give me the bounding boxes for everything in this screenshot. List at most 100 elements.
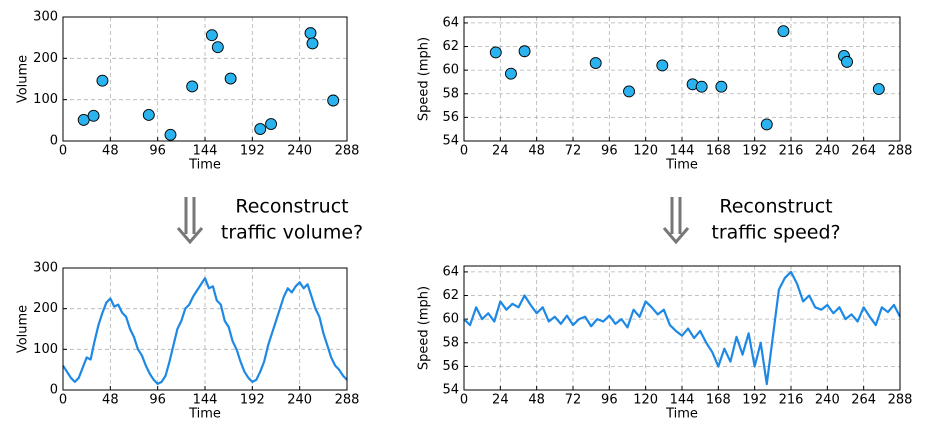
x-tick-label: 0 — [460, 144, 468, 159]
line — [463, 270, 901, 386]
x-tick-label: 48 — [102, 144, 119, 159]
x-tick-label: 288 — [335, 144, 360, 159]
point — [224, 72, 237, 85]
y-axis-label: Speed (mph) — [417, 37, 432, 121]
plot-frame — [463, 265, 901, 391]
point — [656, 59, 669, 72]
point — [265, 118, 278, 131]
x-tick-label: 216 — [779, 144, 804, 159]
point — [96, 74, 109, 87]
y-tick-label: 54 — [442, 383, 459, 398]
point — [254, 123, 267, 135]
x-tick-label: 120 — [633, 393, 658, 408]
x-tick-label: 0 — [59, 144, 67, 159]
y-axis-label: Volume — [16, 305, 31, 353]
point — [504, 67, 517, 80]
y-tick-label: 300 — [33, 10, 58, 25]
x-tick-label: 144 — [670, 393, 695, 408]
point — [77, 113, 90, 126]
x-axis-label: Time — [188, 158, 221, 173]
y-tick-label: 200 — [33, 51, 58, 66]
caption: Reconstruct — [719, 196, 832, 218]
x-axis-label: Time — [188, 407, 221, 422]
x-tick-label: 96 — [601, 393, 618, 408]
x-tick-label: 96 — [601, 144, 618, 159]
x-tick-label: 0 — [460, 393, 468, 408]
y-tick-label: 0 — [50, 383, 58, 398]
point — [186, 80, 199, 93]
x-tick-label: 192 — [240, 393, 265, 408]
y-tick-label: 54 — [442, 134, 459, 149]
y-tick-label: 64 — [442, 264, 459, 279]
y-tick-label: 100 — [33, 342, 58, 357]
plot-frame — [463, 16, 901, 142]
point — [327, 94, 340, 107]
caption: traffic speed? — [711, 222, 840, 244]
x-tick-label: 144 — [193, 144, 218, 159]
point — [211, 41, 224, 54]
point — [304, 27, 317, 40]
x-tick-label: 240 — [815, 144, 840, 159]
x-tick-label: 288 — [888, 393, 913, 408]
y-tick-label: 60 — [442, 63, 459, 78]
plot-frame — [62, 267, 348, 391]
point — [306, 37, 319, 50]
caption: Reconstruct — [235, 196, 348, 218]
x-tick-label: 288 — [335, 393, 360, 408]
point — [589, 57, 602, 70]
point — [164, 128, 177, 141]
point — [489, 46, 502, 59]
point — [695, 80, 708, 93]
plot-frame — [62, 16, 348, 142]
x-tick-label: 192 — [742, 144, 767, 159]
x-tick-label: 144 — [670, 144, 695, 159]
x-tick-label: 240 — [287, 144, 312, 159]
x-tick-label: 264 — [851, 144, 876, 159]
point — [872, 83, 885, 95]
point — [205, 29, 218, 42]
x-tick-label: 144 — [193, 393, 218, 408]
x-tick-label: 24 — [492, 144, 509, 159]
y-tick-label: 200 — [33, 301, 58, 316]
x-tick-label: 240 — [815, 393, 840, 408]
y-tick-label: 0 — [50, 134, 58, 149]
x-tick-label: 96 — [149, 393, 166, 408]
y-tick-label: 56 — [442, 110, 459, 125]
x-axis-label: Time — [665, 158, 698, 173]
y-axis-label: Speed (mph) — [417, 286, 432, 370]
y-tick-label: 62 — [442, 288, 459, 303]
x-tick-label: 168 — [706, 393, 731, 408]
x-tick-label: 48 — [102, 393, 119, 408]
x-tick-label: 24 — [492, 393, 509, 408]
y-tick-label: 62 — [442, 39, 459, 54]
x-tick-label: 288 — [888, 144, 913, 159]
point — [623, 85, 635, 98]
y-axis-label: Volume — [16, 55, 31, 103]
x-tick-label: 192 — [742, 393, 767, 408]
x-tick-label: 240 — [287, 393, 312, 408]
y-tick-label: 56 — [442, 359, 459, 374]
arrow-left — [176, 197, 204, 245]
x-tick-label: 96 — [149, 144, 166, 159]
x-tick-label: 192 — [240, 144, 265, 159]
y-tick-label: 64 — [442, 15, 459, 30]
caption: traffic volume? — [221, 222, 363, 244]
x-tick-label: 264 — [851, 393, 876, 408]
point — [518, 45, 531, 58]
x-tick-label: 168 — [706, 144, 731, 159]
x-axis-label: Time — [665, 407, 698, 422]
x-tick-label: 120 — [633, 144, 658, 159]
point — [841, 55, 853, 68]
x-tick-label: 0 — [59, 393, 67, 408]
y-tick-label: 58 — [442, 86, 459, 101]
point — [715, 80, 728, 93]
point — [777, 25, 790, 38]
point — [142, 109, 155, 121]
point — [87, 109, 100, 122]
x-tick-label: 72 — [565, 393, 582, 408]
point — [760, 118, 773, 131]
y-tick-label: 300 — [33, 261, 58, 276]
x-tick-label: 72 — [565, 144, 582, 159]
arrow-right — [662, 197, 690, 245]
